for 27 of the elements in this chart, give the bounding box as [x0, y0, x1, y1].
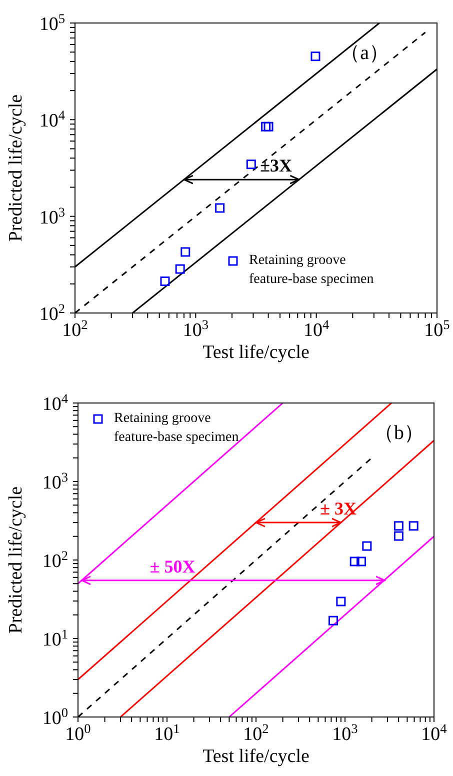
- y-tick-label: 10$^{2}$: [42, 548, 68, 572]
- y-tick-label: 10$^{1}$: [42, 626, 68, 650]
- y-tick-label: 10$^{5}$: [39, 10, 66, 35]
- legend-label: Retaining groove feature-base specimen: [249, 252, 375, 289]
- annotation: （b）: [374, 422, 424, 444]
- y-tick-label: 10$^{4}$: [39, 107, 66, 132]
- x-axis-title: Test life/cycle: [202, 746, 310, 767]
- x-tick-label: 10$^{2}$: [62, 316, 88, 341]
- x-axis-title: Test life/cycle: [202, 342, 310, 363]
- annotation: ±3X: [260, 156, 292, 176]
- x-tick-label: 10$^{4}$: [304, 316, 330, 341]
- y-axis-title: Predicted life/cycle: [6, 486, 27, 634]
- x-tick-label: 10$^{5}$: [424, 316, 450, 341]
- y-axis-title: Predicted life/cycle: [6, 94, 27, 242]
- annotation: ± 3X: [320, 498, 357, 519]
- y-tick-label: 10$^{3}$: [39, 204, 66, 228]
- y-tick-label: 10$^{3}$: [42, 469, 68, 494]
- annotation: ± 50X: [150, 556, 196, 576]
- x-tick-label: 10$^{1}$: [154, 720, 180, 745]
- x-tick-label: 10$^{2}$: [243, 720, 269, 745]
- x-tick-label: 10$^{3}$: [332, 720, 358, 745]
- x-tick-label: 10$^{3}$: [182, 316, 209, 341]
- y-tick-label: 10$^{4}$: [42, 390, 68, 415]
- annotation: （a）: [340, 42, 389, 64]
- x-tick-label: 10$^{4}$: [421, 720, 448, 745]
- legend-label: Retaining groove feature-base specimen: [114, 410, 240, 447]
- y-tick-label: 10$^{2}$: [39, 300, 65, 325]
